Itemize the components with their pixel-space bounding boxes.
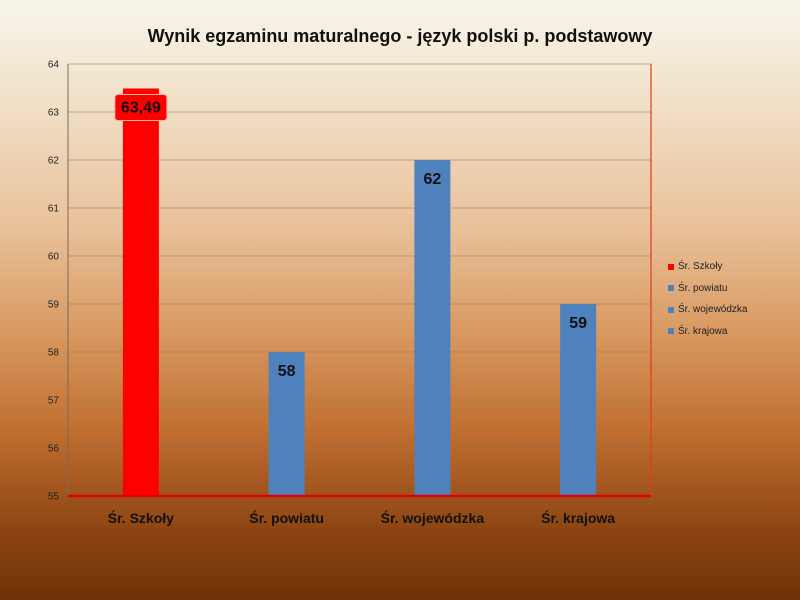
bar [560,304,597,496]
x-category-label: Śr. wojewódzka [381,509,485,526]
legend-swatch [668,328,674,335]
y-tick-label: 63 [48,108,60,119]
y-tick-label: 60 [48,252,60,263]
legend-label: Śr. powiatu [678,282,728,294]
y-tick-label: 58 [48,348,60,359]
legend-swatch [668,306,674,313]
data-label: 58 [278,363,296,380]
legend-item: Śr. wojewódzka [668,299,747,321]
y-tick-label: 59 [48,300,60,311]
x-category-label: Śr. Szkoły [108,509,174,526]
y-tick-label: 55 [48,492,60,503]
legend-item: Śr. krajowa [668,321,747,343]
y-tick-label: 62 [48,156,60,167]
bar [268,352,305,496]
y-tick-label: 57 [48,396,60,407]
y-tick-label: 64 [48,60,60,71]
y-tick-label: 56 [48,444,60,455]
chart-legend: Śr. Szkoły Śr. powiatu Śr. wojewódzka Śr… [668,256,747,342]
legend-item: Śr. powiatu [668,278,747,300]
data-label: 59 [569,315,587,332]
legend-swatch [668,285,674,292]
x-category-label: Śr. powiatu [249,509,324,526]
data-label: 62 [423,171,441,188]
legend-item: Śr. Szkoły [668,256,747,278]
legend-swatch [668,263,674,270]
bars [122,88,597,496]
y-tick-label: 61 [48,204,60,215]
axes: 55 56 57 58 59 60 61 62 63 64 Śr. Szkoły Śr. powiat… [48,60,652,526]
bar [414,160,451,496]
data-label: 63,49 [121,99,161,116]
bar [122,88,159,496]
data-labels: 63,49 58 62 59 [114,93,587,380]
legend-label: Śr. wojewódzka [678,304,748,315]
data-label-box [114,93,168,121]
chart-title: Wynik egzaminu maturalnego - język polsk… [147,26,653,46]
legend-label: Śr. Szkoły [678,261,723,272]
legend-label: Śr. krajowa [678,325,728,337]
x-category-label: Śr. krajowa [541,509,615,526]
